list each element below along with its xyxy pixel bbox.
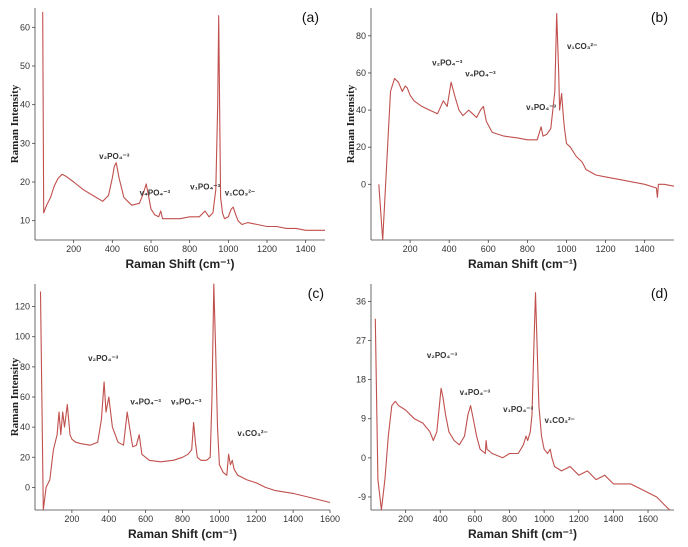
x-tick-label: 1400 [296,244,316,254]
y-tick-label: 20 [20,177,30,187]
y-tick-label: 0 [25,482,30,492]
x-tick-label: 400 [433,514,448,524]
x-tick-label: 800 [520,244,535,254]
y-tick-label: 20 [356,142,366,152]
x-tick-label: 1000 [209,514,229,524]
x-tick-label: 600 [467,514,482,524]
y-tick-label: 80 [20,362,30,372]
y-tick-label: 9 [361,414,366,424]
panel-label: (c) [308,285,324,301]
y-tick-label: 80 [356,31,366,41]
y-tick-label: 0 [361,179,366,189]
peak-annotation: v₄PO₄⁻³ [465,70,496,79]
x-tick-label: 600 [143,244,158,254]
peak-annotation: v₁CO₃²⁻ [545,416,575,425]
y-tick-label: 40 [20,422,30,432]
spectrum-line [374,292,671,510]
x-tick-label: 200 [64,514,79,524]
x-axis-title: Raman Shift (cm⁻¹) [125,257,234,271]
x-tick-label: 1000 [534,514,554,524]
y-tick-label: 40 [356,105,366,115]
y-tick-label: 60 [20,22,30,32]
peak-annotation: v₁CO₃²⁻ [567,42,597,51]
y-tick-label: 30 [20,138,30,148]
y-tick-label: 0 [361,453,366,463]
spectrum-line [378,13,675,240]
peak-annotation: v₂PO₄⁻³ [432,59,463,68]
x-tick-label: 800 [182,244,197,254]
x-tick-label: 200 [66,244,81,254]
panel-b: 200 400 600 800 1000 1200 1400 0 20 40 60 80 v₂PO₄⁻³… [345,8,675,271]
x-tick-label: 600 [138,514,153,524]
y-axis-title: Raman Intensity [9,84,21,163]
x-axis-title: Raman Shift (cm⁻¹) [128,527,237,541]
x-tick-label: 400 [105,244,120,254]
peak-annotation: v₁CO₃²⁻ [237,429,267,438]
y-tick-label: 120 [15,302,30,312]
y-tick-label: 36 [356,296,366,306]
peak-annotation: v₃PO₄⁻³ [171,398,202,407]
peak-annotation: v₄PO₄⁻³ [130,398,161,407]
spectrum-line [42,11,325,231]
x-tick-label: 1200 [246,514,266,524]
y-tick-label: 27 [356,336,366,346]
x-tick-label: 1200 [257,244,277,254]
x-tick-label: 1000 [556,244,576,254]
x-tick-label: 600 [481,244,496,254]
panel-d: 200 400 600 800 1000 1200 1400 1600 -9 0 9 18 27 36 v₂… [356,284,674,541]
x-tick-label: 1400 [635,244,655,254]
x-tick-label: 1400 [603,514,623,524]
x-tick-label: 1400 [283,514,303,524]
panel-label: (a) [302,9,319,25]
peak-annotation: v₄PO₄⁻³ [460,388,491,397]
y-tick-label: 18 [356,375,366,385]
x-tick-label: 400 [101,514,116,524]
x-tick-label: 800 [175,514,190,524]
peak-annotation: v₂PO₄⁻³ [99,152,130,161]
x-tick-label: 200 [398,514,413,524]
panel-label: (d) [651,285,668,301]
y-tick-label: 40 [20,100,30,110]
x-tick-label: 1600 [638,514,658,524]
y-tick-label: 100 [15,332,30,342]
y-axis-title: Raman Intensity [345,84,357,163]
peak-annotation: v₁PO₄⁻³ [526,103,556,112]
peak-annotation: v₁PO₄⁻³ [190,183,220,192]
peak-annotation: v₁CO₃²⁻ [225,189,255,198]
x-tick-label: 1000 [218,244,238,254]
x-tick-label: 1200 [569,514,589,524]
x-tick-label: 1600 [320,514,340,524]
panel-c: 200 400 600 800 1000 1200 1400 1600 0 20 40 60 80 100… [9,283,340,541]
panel-label: (b) [651,9,668,25]
peak-annotation: v₂PO₄⁻³ [88,354,119,363]
peak-annotation: v₁PO₄⁻³ [503,405,533,414]
x-tick-label: 800 [502,514,517,524]
peak-annotation: v₂PO₄⁻³ [427,351,458,360]
y-tick-label: -9 [358,492,366,502]
peak-annotation: v₄PO₄⁻³ [140,189,171,198]
y-tick-label: 10 [20,216,30,226]
y-axis-title: Raman Intensity [9,357,21,436]
x-tick-label: 1200 [596,244,616,254]
y-tick-label: 50 [20,61,30,71]
x-axis-title: Raman Shift (cm⁻¹) [468,257,577,271]
spectrum-line [39,283,331,510]
y-tick-label: 60 [20,392,30,402]
x-axis-title: Raman Shift (cm⁻¹) [468,527,577,541]
x-tick-label: 400 [442,244,457,254]
panel-a: 200 400 600 800 1000 1200 1400 10 20 30 40 50 60 v₂PO… [9,8,325,271]
x-tick-label: 200 [403,244,418,254]
y-tick-label: 20 [20,452,30,462]
y-tick-label: 60 [356,68,366,78]
